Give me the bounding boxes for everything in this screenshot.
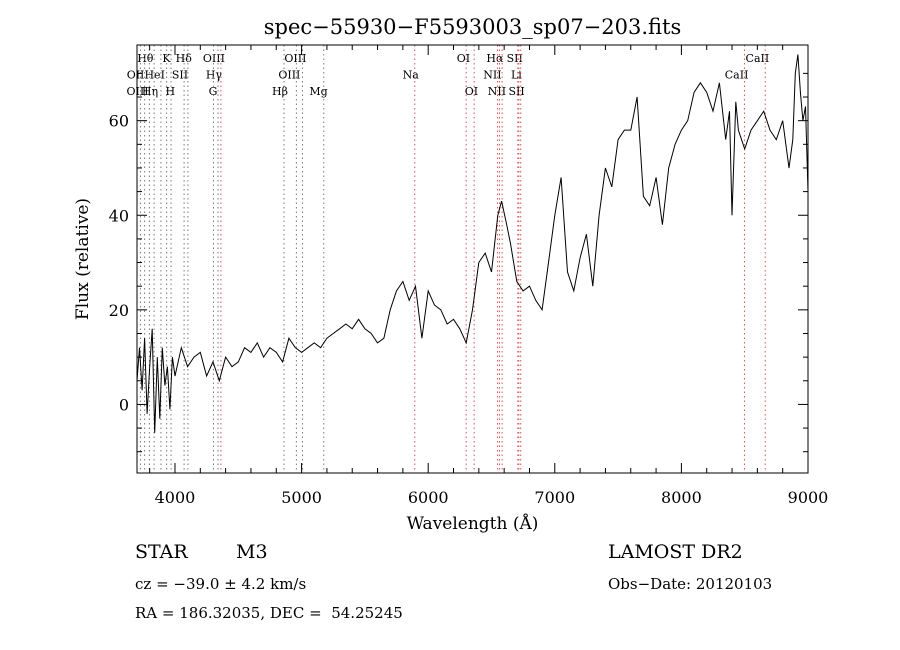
marker-label: Mg [309,85,327,98]
marker-label: Na [403,69,420,82]
marker-label: K [162,52,171,65]
marker-label: SII [172,69,188,82]
marker-label: SII [509,85,525,98]
y-tick-label: 0 [119,395,129,414]
object-subclass: M3 [236,541,268,563]
x-tick-label: 4000 [155,488,196,507]
marker-label: NII [483,69,501,82]
y-tick-label: 40 [109,206,129,225]
spectrum-line [136,54,809,433]
marker-label: CaII [746,52,770,65]
marker-label: OIII [127,85,149,98]
coordinates: RA = 186.32035, DEC = 54.25245 [135,604,403,622]
marker-label: Hγ [206,69,223,82]
y-tick-label: 20 [109,301,129,320]
marker-label: OI [465,85,478,98]
chart-title: spec−55930−F5593003_sp07−203.fits [264,15,682,39]
x-axis-label: Wavelength (Å) [407,513,539,534]
marker-label: OII [127,69,145,82]
marker-label: Hα [486,52,504,65]
marker-label: SII [507,52,523,65]
y-tick-label: 60 [109,112,129,131]
plot-frame [136,44,809,474]
x-tick-label: 7000 [534,488,575,507]
marker-label: Hθ [137,52,154,65]
y-axis-label: Flux (relative) [73,198,93,320]
marker-label: H [165,85,175,98]
x-tick-label: 9000 [788,488,829,507]
x-tick-label: 6000 [408,488,449,507]
marker-label: OI [457,52,470,65]
marker-label: OIII [284,52,306,65]
object-class: STAR [135,541,188,563]
marker-label: NII [488,85,506,98]
x-tick-label: 8000 [661,488,702,507]
obs-date: Obs−Date: 20120103 [608,575,773,593]
survey-name: LAMOST DR2 [608,541,743,563]
marker-label: OIII [278,69,300,82]
marker-label: CaII [725,69,749,82]
marker-label: G [209,85,218,98]
marker-label: Hη [142,85,158,98]
marker-label: Hβ [272,85,288,98]
redshift-readout: cz = −39.0 ± 4.2 km/s [135,575,307,593]
marker-label: HeI [144,69,164,82]
x-tick-label: 5000 [281,488,322,507]
marker-label: Li [511,69,522,82]
